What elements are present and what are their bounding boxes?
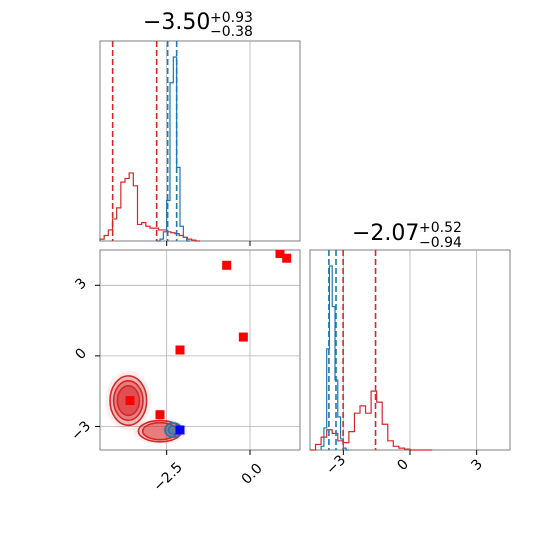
scatter-point-0-0 [125,396,135,406]
y-tick-label-neg3: −3 [68,418,94,444]
tick-marks [95,241,478,455]
x-tick-label-0.0: 0.0 [239,461,266,488]
joint-contents [105,250,292,444]
y-tick-label-3: 3 [72,275,90,293]
title-param-2-lower: −0.94 [419,235,462,251]
hist-series-2-0 [310,390,433,451]
title-param-2-upper: +0.52 [419,220,462,236]
marginal-param-1-histogram [99,41,200,242]
x-tick-label-neg2.5: −2.5 [150,459,185,494]
hist-series-1-1 [156,56,190,242]
scatter-point-1-0 [175,425,185,435]
y-tick-label-0: 0 [72,345,90,363]
marginal-panel-1-frame [99,40,301,242]
title-param-1-value: −3.50 [143,10,210,35]
title-param-1-lower: −0.38 [210,24,253,40]
scatter-point-0-5 [275,250,285,259]
joint-param-scatter [105,250,292,444]
hist-series-2-1 [320,265,349,451]
title-param-1-upper: +0.93 [210,10,253,26]
scatter-point-0-1 [155,410,165,420]
title-param-2-value: −2.07 [352,221,419,246]
x-tick-label-neg3: −3 [323,452,349,478]
scatter-point-0-6 [282,253,292,263]
x-tick-label-0: 0 [394,456,412,474]
scatter-point-0-2 [175,345,185,355]
scatter-point-0-4 [222,260,232,270]
marginal-param-2-histogram [310,250,433,451]
joint-panel-frame [99,249,301,451]
x-tick-label-3: 3 [468,456,486,474]
scatter-point-0-3 [238,332,248,342]
